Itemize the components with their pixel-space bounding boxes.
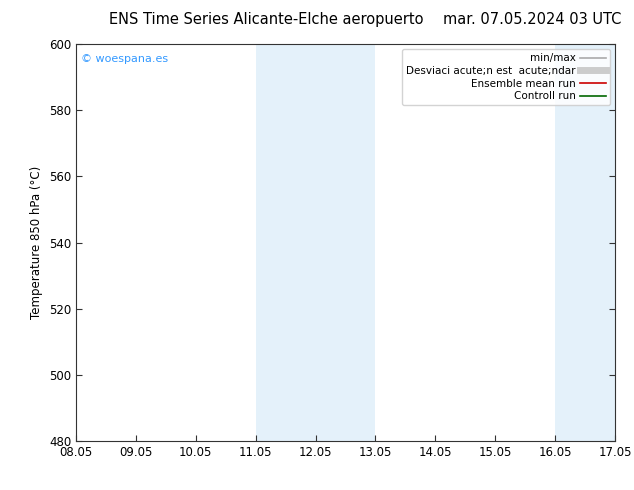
Text: mar. 07.05.2024 03 UTC: mar. 07.05.2024 03 UTC (443, 12, 621, 27)
Legend: min/max, Desviaci acute;n est  acute;ndar, Ensemble mean run, Controll run: min/max, Desviaci acute;n est acute;ndar… (402, 49, 610, 105)
Bar (555, 44, 615, 441)
Text: © woespana.es: © woespana.es (81, 54, 169, 64)
Bar (256, 44, 375, 441)
Y-axis label: Temperature 850 hPa (°C): Temperature 850 hPa (°C) (30, 166, 43, 319)
Text: ENS Time Series Alicante-Elche aeropuerto: ENS Time Series Alicante-Elche aeropuert… (109, 12, 424, 27)
